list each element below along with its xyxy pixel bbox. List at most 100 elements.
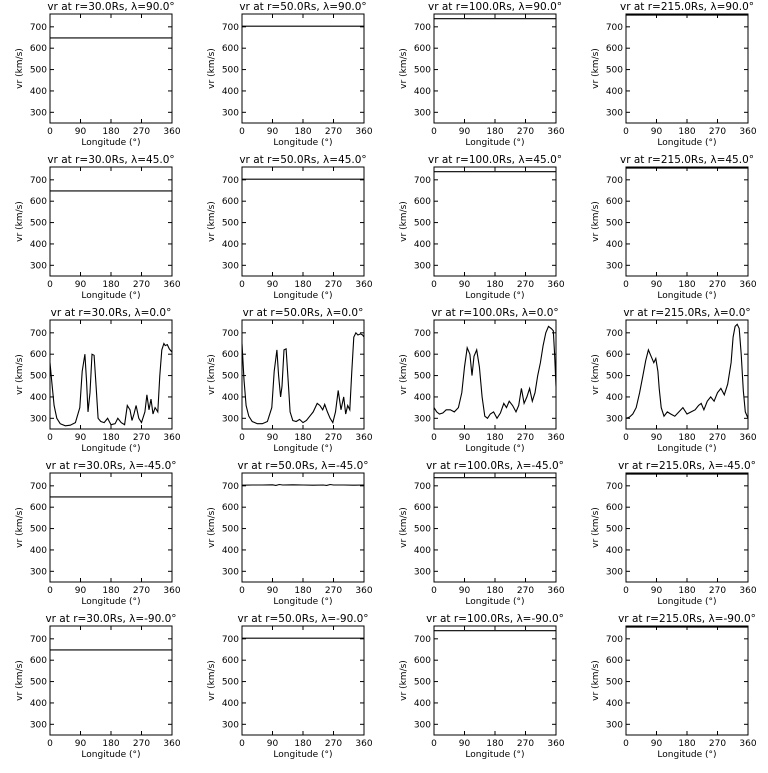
panel-title: vr at r=100.0Rs, λ=-90.0° — [426, 613, 564, 625]
x-tick-label: 180 — [678, 280, 695, 290]
y-tick-label: 400 — [30, 546, 47, 556]
y-tick-label: 400 — [414, 546, 431, 556]
y-tick-label: 400 — [222, 699, 239, 709]
panel-title: vr at r=100.0Rs, λ=45.0° — [428, 154, 562, 166]
panel-title: vr at r=30.0Rs, λ=0.0° — [51, 307, 172, 319]
y-tick-label: 600 — [414, 197, 431, 207]
x-axis-label: Longitude (°) — [273, 291, 332, 301]
chart-panel: vr at r=215.0Rs, λ=-45.0° 0 90 180 270 360 300… — [591, 460, 757, 607]
x-tick-label: 360 — [739, 127, 756, 137]
x-tick-label: 90 — [651, 433, 663, 443]
axes-frame — [625, 472, 749, 583]
chart-panel: vr at r=30.0Rs, λ=-45.0° 0 90 180 270 360 300 4… — [15, 460, 181, 607]
y-tick-label: 600 — [606, 503, 623, 513]
x-tick-label: 270 — [325, 127, 342, 137]
y-tick-label: 700 — [414, 482, 431, 492]
y-tick-label: 600 — [30, 197, 47, 207]
axes-frame — [241, 625, 365, 736]
x-tick-label: 90 — [267, 586, 279, 596]
x-tick-label: 270 — [517, 739, 534, 749]
axes-frame — [625, 13, 749, 124]
x-tick-label: 90 — [75, 586, 87, 596]
panel-title: vr at r=215.0Rs, λ=0.0° — [623, 307, 750, 319]
y-tick-label: 600 — [222, 350, 239, 360]
y-tick-label: 500 — [606, 66, 623, 76]
y-axis-label: vr (km/s) — [591, 660, 601, 701]
y-tick-label: 600 — [414, 44, 431, 54]
x-axis-label: Longitude (°) — [465, 444, 524, 454]
x-tick-label: 360 — [163, 127, 180, 137]
y-tick-label: 600 — [222, 503, 239, 513]
y-tick-label: 300 — [414, 720, 431, 730]
panel-title: vr at r=215.0Rs, λ=-90.0° — [618, 613, 756, 625]
y-axis-label: vr (km/s) — [591, 201, 601, 242]
y-axis-label: vr (km/s) — [399, 660, 409, 701]
x-tick-label: 0 — [623, 586, 629, 596]
x-axis-label: Longitude (°) — [465, 138, 524, 148]
y-axis-label: vr (km/s) — [591, 507, 601, 548]
panel-title: vr at r=30.0Rs, λ=-90.0° — [45, 613, 176, 625]
panel-title: vr at r=100.0Rs, λ=-45.0° — [426, 460, 564, 472]
y-tick-label: 500 — [414, 66, 431, 76]
y-tick-label: 300 — [606, 261, 623, 271]
y-axis-label: vr (km/s) — [399, 507, 409, 548]
y-tick-label: 700 — [606, 329, 623, 339]
x-axis-label: Longitude (°) — [465, 750, 524, 760]
y-tick-label: 300 — [30, 261, 47, 271]
x-tick-label: 270 — [709, 280, 726, 290]
x-tick-label: 360 — [163, 586, 180, 596]
panel-title: vr at r=50.0Rs, λ=-90.0° — [237, 613, 368, 625]
x-tick-label: 270 — [133, 280, 150, 290]
x-tick-label: 0 — [47, 280, 53, 290]
axes-frame — [433, 13, 557, 124]
x-tick-label: 270 — [133, 739, 150, 749]
x-tick-label: 360 — [355, 739, 372, 749]
y-tick-label: 300 — [222, 261, 239, 271]
y-axis-label: vr (km/s) — [207, 660, 217, 701]
x-tick-label: 360 — [355, 280, 372, 290]
x-tick-label: 180 — [678, 586, 695, 596]
y-tick-label: 700 — [30, 23, 47, 33]
y-axis-label: vr (km/s) — [591, 354, 601, 395]
y-tick-label: 600 — [222, 197, 239, 207]
x-tick-label: 360 — [163, 280, 180, 290]
x-tick-label: 270 — [517, 433, 534, 443]
y-tick-label: 400 — [606, 699, 623, 709]
y-tick-label: 400 — [222, 240, 239, 250]
x-axis-label: Longitude (°) — [81, 291, 140, 301]
x-axis-label: Longitude (°) — [273, 750, 332, 760]
y-tick-label: 700 — [414, 635, 431, 645]
y-tick-label: 500 — [606, 372, 623, 382]
chart-panel: vr at r=100.0Rs, λ=90.0° 0 90 180 270 360 300 4… — [399, 1, 565, 148]
x-tick-label: 270 — [133, 433, 150, 443]
x-tick-label: 180 — [486, 739, 503, 749]
x-axis-label: Longitude (°) — [657, 444, 716, 454]
y-tick-label: 400 — [414, 393, 431, 403]
x-tick-label: 180 — [294, 586, 311, 596]
y-tick-label: 700 — [222, 329, 239, 339]
chart-panel: vr at r=100.0Rs, λ=-45.0° 0 90 180 270 360 300… — [399, 460, 565, 607]
x-tick-label: 270 — [325, 739, 342, 749]
axes-frame — [241, 472, 365, 583]
y-tick-label: 700 — [606, 23, 623, 33]
y-tick-label: 400 — [414, 699, 431, 709]
panel-title: vr at r=215.0Rs, λ=90.0° — [620, 1, 754, 13]
x-axis-label: Longitude (°) — [81, 597, 140, 607]
x-tick-label: 180 — [294, 127, 311, 137]
y-axis-label: vr (km/s) — [15, 507, 25, 548]
x-tick-label: 360 — [547, 739, 564, 749]
y-tick-label: 400 — [30, 393, 47, 403]
y-tick-label: 300 — [30, 567, 47, 577]
x-axis-label: Longitude (°) — [273, 597, 332, 607]
x-tick-label: 90 — [267, 739, 279, 749]
panel-title: vr at r=50.0Rs, λ=-45.0° — [237, 460, 368, 472]
x-tick-label: 90 — [267, 127, 279, 137]
y-axis-label: vr (km/s) — [207, 507, 217, 548]
x-tick-label: 90 — [651, 280, 663, 290]
y-tick-label: 600 — [222, 44, 239, 54]
x-tick-label: 360 — [355, 586, 372, 596]
x-axis-label: Longitude (°) — [657, 291, 716, 301]
panel-title: vr at r=30.0Rs, λ=90.0° — [47, 1, 174, 13]
y-tick-label: 700 — [606, 482, 623, 492]
